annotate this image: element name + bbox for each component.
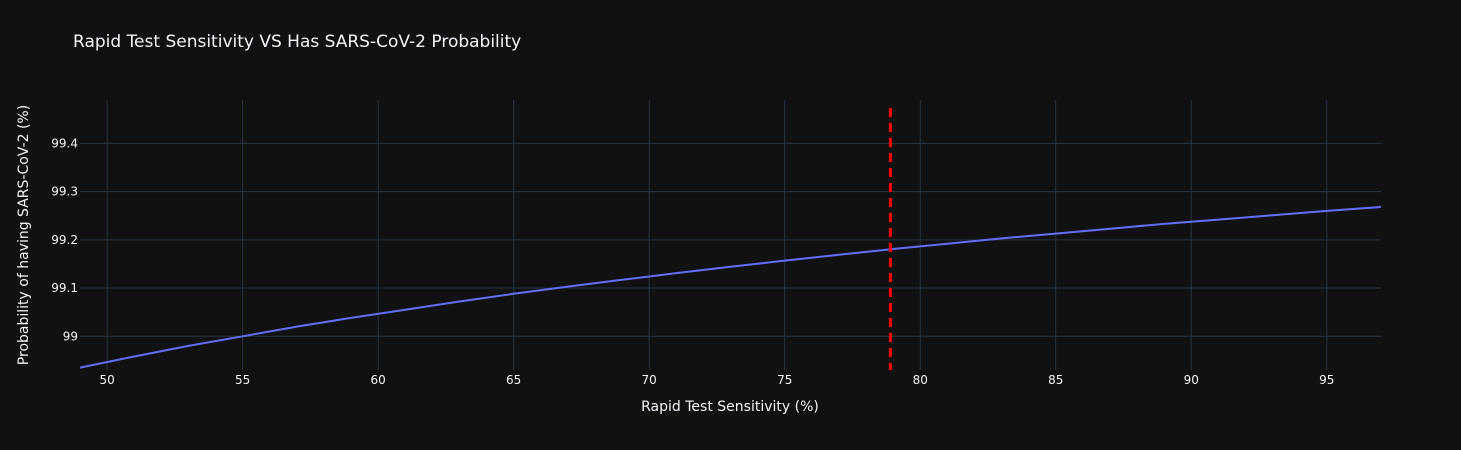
y-tick-label: 99.4 [51,136,78,150]
x-axis-title: Rapid Test Sensitivity (%) [641,399,819,415]
x-tick-label: 65 [506,373,521,387]
y-tick-label: 99.1 [51,281,78,295]
y-axis-title: Probability of having SARS-CoV-2 (%) [16,105,32,365]
series-line [79,206,1382,369]
grid-layer [80,100,1381,370]
y-tick-label: 99.2 [51,233,78,247]
series-layer [79,206,1382,369]
x-tick-label: 70 [642,373,657,387]
y-tick-label: 99 [63,329,78,343]
x-tick-label: 90 [1184,373,1199,387]
chart-title: Rapid Test Sensitivity VS Has SARS-CoV-2… [73,32,522,52]
x-tick-label: 95 [1319,373,1334,387]
y-tick-label: 99.3 [51,185,78,199]
x-tick-label: 55 [235,373,250,387]
x-tick-label: 50 [99,373,114,387]
x-tick-label: 85 [1048,373,1063,387]
y-tick-labels: 99 99.1 99.2 99.3 99.4 [51,136,78,343]
x-tick-label: 60 [371,373,386,387]
x-tick-labels: 50 55 60 65 70 75 80 85 90 95 [99,373,1334,387]
x-tick-label: 80 [913,373,928,387]
x-tick-label: 75 [777,373,792,387]
